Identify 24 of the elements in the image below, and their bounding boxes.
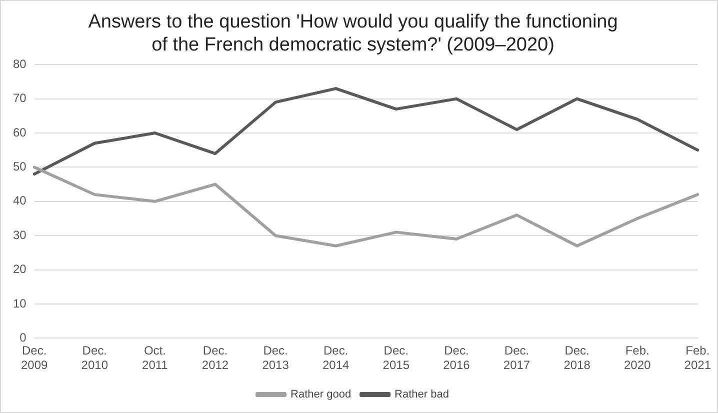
y-tick-label: 10 (12, 296, 27, 310)
x-tick-label: Dec. 2012 (202, 344, 229, 372)
legend-label: Rather bad (394, 388, 449, 401)
y-tick-label: 60 (12, 125, 27, 140)
chart-title: Answers to the question 'How would you qualify the functioning of the French democratic system?' (2009–2020) (88, 12, 618, 56)
x-tick-label: Feb. 2020 (624, 344, 652, 372)
legend-label: Rather good (290, 388, 352, 401)
y-tick-label: 30 (12, 228, 27, 242)
y-tick-label: 20 (12, 262, 27, 276)
x-tick-label: Oct. 2011 (142, 344, 168, 372)
x-tick-label: Dec. 2016 (443, 344, 470, 372)
x-tick-label: Dec. 2013 (262, 344, 290, 372)
y-tick-label: 50 (12, 160, 27, 174)
y-tick-label: 40 (12, 194, 27, 208)
x-tick-label: Dec. 2015 (382, 344, 410, 372)
y-tick-label: 70 (12, 91, 27, 106)
y-tick-label: 80 (12, 56, 27, 71)
x-tick-label: Feb. 2021 (684, 344, 712, 372)
y-tick-label: 0 (20, 330, 27, 345)
x-tick-label: Dec. 2010 (81, 344, 108, 372)
x-tick-label: Dec. 2017 (503, 344, 530, 372)
x-tick-label: Dec. 2014 (322, 344, 350, 372)
x-tick-label: Dec. 2018 (564, 344, 591, 372)
x-tick-label: Dec. 2009 (20, 344, 48, 372)
